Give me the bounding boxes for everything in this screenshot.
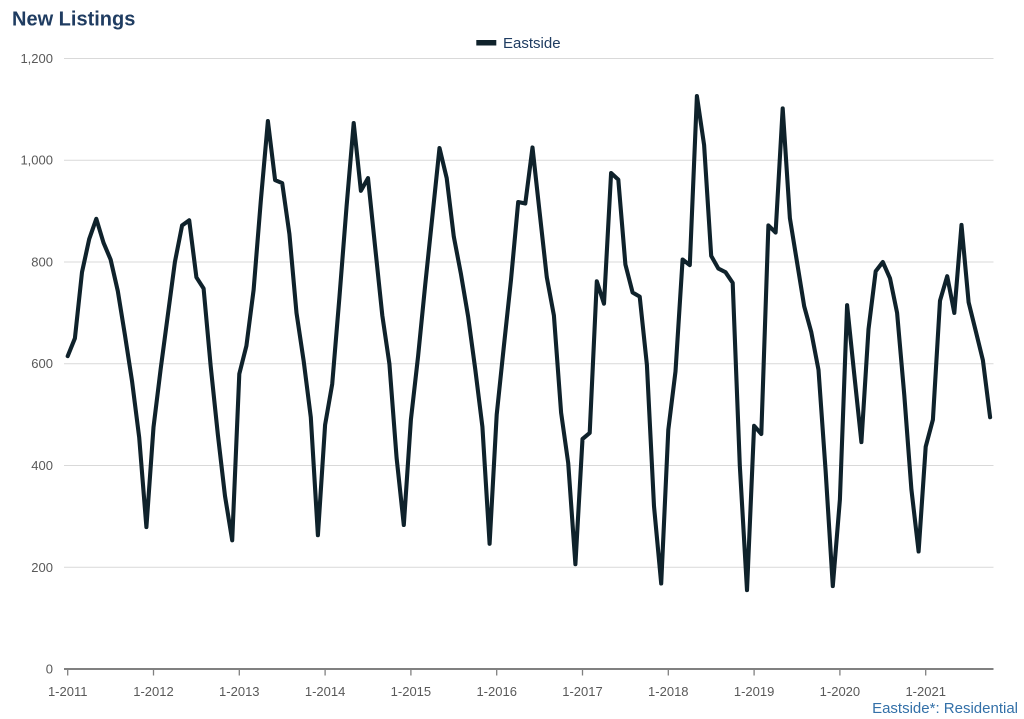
svg-text:600: 600 xyxy=(31,356,53,371)
svg-text:1-2017: 1-2017 xyxy=(562,684,602,699)
svg-text:1-2016: 1-2016 xyxy=(476,684,516,699)
svg-text:1-2014: 1-2014 xyxy=(305,684,345,699)
svg-text:1-2021: 1-2021 xyxy=(905,684,945,699)
svg-text:1,000: 1,000 xyxy=(20,153,53,168)
svg-text:New Listings: New Listings xyxy=(12,9,135,31)
svg-text:1-2013: 1-2013 xyxy=(219,684,259,699)
svg-text:1-2020: 1-2020 xyxy=(820,684,860,699)
svg-text:1-2019: 1-2019 xyxy=(734,684,774,699)
svg-text:800: 800 xyxy=(31,255,53,270)
svg-text:1,200: 1,200 xyxy=(20,51,53,66)
svg-text:400: 400 xyxy=(31,458,53,473)
svg-text:200: 200 xyxy=(31,560,53,575)
svg-text:Eastside*: Residential: Eastside*: Residential xyxy=(872,700,1018,717)
svg-text:1-2011: 1-2011 xyxy=(48,684,88,699)
svg-text:1-2018: 1-2018 xyxy=(648,684,688,699)
svg-text:1-2015: 1-2015 xyxy=(391,684,431,699)
svg-text:1-2012: 1-2012 xyxy=(133,684,173,699)
svg-text:Eastside: Eastside xyxy=(503,35,561,52)
svg-text:0: 0 xyxy=(46,662,53,677)
